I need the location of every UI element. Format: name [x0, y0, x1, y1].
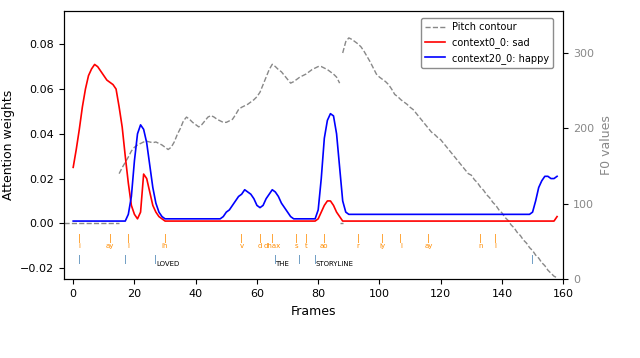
Text: t: t — [305, 243, 307, 249]
Text: ay: ay — [424, 243, 433, 249]
Text: |: | — [399, 234, 403, 243]
Text: |: | — [494, 234, 497, 243]
Text: dhax: dhax — [264, 243, 281, 249]
Text: |: | — [323, 234, 326, 243]
Text: r: r — [356, 243, 360, 249]
Text: i: i — [78, 243, 80, 249]
Text: d: d — [258, 243, 262, 249]
Legend: Pitch contour, context0_0: sad, context20_0: happy: Pitch contour, context0_0: sad, context2… — [421, 18, 554, 68]
Text: |: | — [479, 234, 482, 243]
Text: |: | — [127, 234, 130, 243]
Text: l: l — [495, 243, 497, 249]
Text: ao: ao — [320, 243, 328, 249]
Text: ih: ih — [162, 243, 168, 249]
Text: iy: iy — [380, 243, 385, 249]
Text: s: s — [295, 243, 299, 249]
Y-axis label: F0 values: F0 values — [600, 115, 612, 175]
Text: |: | — [356, 234, 360, 243]
Text: ay: ay — [106, 243, 114, 249]
Text: |: | — [240, 234, 243, 243]
Text: |: | — [295, 234, 298, 243]
Text: |: | — [78, 234, 81, 243]
Text: STORYLINE: STORYLINE — [315, 261, 353, 267]
Text: n: n — [478, 243, 483, 249]
Text: |: | — [531, 255, 534, 263]
Text: LOVED: LOVED — [156, 261, 179, 267]
Text: |: | — [298, 255, 301, 263]
Text: |: | — [124, 255, 127, 263]
Text: |: | — [274, 255, 276, 263]
Text: v: v — [239, 243, 244, 249]
Text: |: | — [164, 234, 166, 243]
Text: |: | — [305, 234, 307, 243]
Text: |: | — [271, 234, 274, 243]
Text: |: | — [109, 234, 111, 243]
Text: |: | — [78, 255, 81, 263]
Text: THE: THE — [275, 261, 289, 267]
Y-axis label: Attention weights: Attention weights — [1, 90, 15, 200]
Text: l: l — [127, 243, 129, 249]
Text: |: | — [314, 255, 317, 263]
Text: |: | — [259, 234, 262, 243]
X-axis label: Frames: Frames — [291, 305, 337, 318]
Text: |: | — [154, 255, 157, 263]
Text: l: l — [400, 243, 402, 249]
Text: |: | — [381, 234, 384, 243]
Text: |: | — [427, 234, 430, 243]
